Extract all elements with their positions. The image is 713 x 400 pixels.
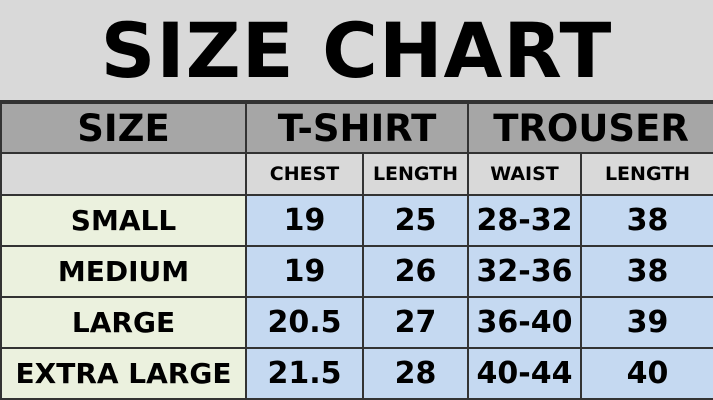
cell: 19: [245, 245, 364, 298]
cell: 19: [245, 194, 364, 247]
subheader-trouser-length: LENGTH: [580, 152, 713, 196]
subheader-row: CHEST LENGTH WAIST LENGTH: [0, 152, 713, 196]
size-label: SMALL: [0, 194, 247, 247]
cell: 25: [361, 194, 470, 247]
cell: 28: [361, 347, 470, 400]
table-row: SMALL 19 25 28-32 38: [0, 194, 713, 247]
cell: 21.5: [245, 347, 364, 400]
cell: 27: [361, 296, 470, 349]
header-tshirt: T-SHIRT: [244, 102, 470, 154]
table-row: EXTRA LARGE 21.5 28 40-44 40: [0, 347, 713, 400]
cell: 38: [580, 194, 713, 247]
table-row: MEDIUM 19 26 32-36 38: [0, 245, 713, 298]
cell: 28-32: [467, 194, 583, 247]
size-label: EXTRA LARGE: [0, 347, 247, 400]
page-title: SIZE CHART: [0, 0, 713, 102]
cell: 36-40: [467, 296, 583, 349]
size-chart-table: SIZE T-SHIRT TROUSER CHEST LENGTH WAIST …: [0, 102, 713, 400]
cell: 32-36: [467, 245, 583, 298]
subheader-blank: [0, 152, 247, 196]
subheader-chest: CHEST: [245, 152, 364, 196]
cell: 38: [580, 245, 713, 298]
size-label: MEDIUM: [0, 245, 247, 298]
header-trouser: TROUSER: [467, 102, 713, 154]
size-label: LARGE: [0, 296, 247, 349]
subheader-tshirt-length: LENGTH: [361, 152, 470, 196]
cell: 20.5: [245, 296, 364, 349]
cell: 39: [580, 296, 713, 349]
cell: 40-44: [467, 347, 583, 400]
header-size: SIZE: [0, 102, 247, 154]
cell: 40: [580, 347, 713, 400]
table-row: LARGE 20.5 27 36-40 39: [0, 296, 713, 349]
header-row: SIZE T-SHIRT TROUSER: [0, 102, 713, 154]
cell: 26: [361, 245, 470, 298]
subheader-waist: WAIST: [467, 152, 583, 196]
